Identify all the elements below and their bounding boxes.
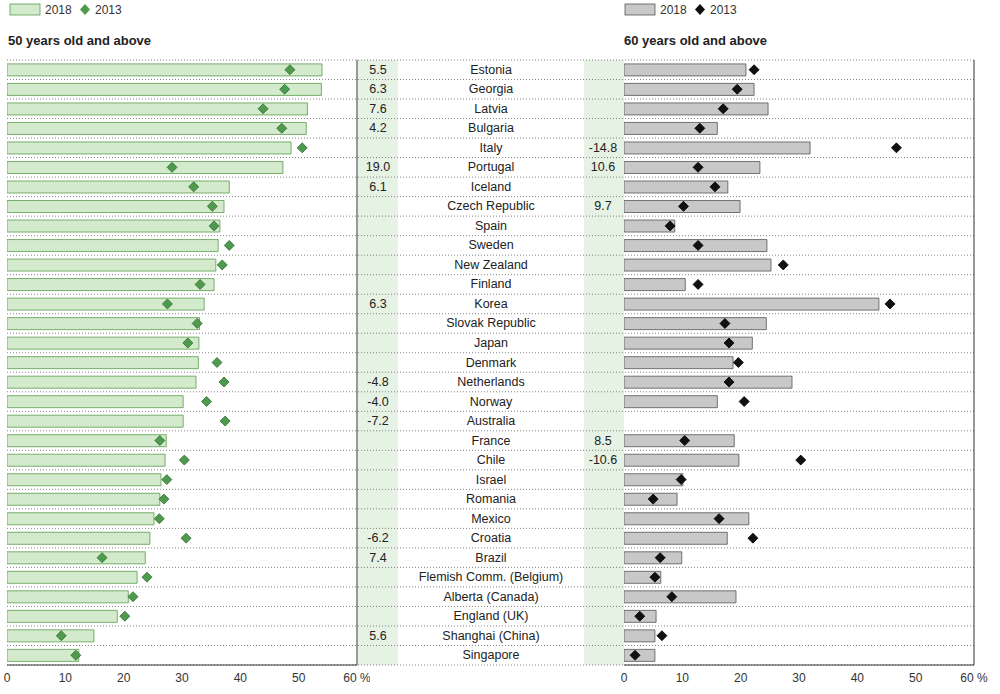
svg-text:Shanghai (China): Shanghai (China) [442,629,539,643]
svg-text:19.0: 19.0 [366,160,390,174]
svg-text:New Zealand: New Zealand [454,258,528,272]
svg-text:Japan: Japan [474,336,508,350]
svg-text:Flemish Comm. (Belgium): Flemish Comm. (Belgium) [419,570,563,584]
svg-text:Korea: Korea [474,297,507,311]
svg-text:Denmark: Denmark [466,356,517,370]
svg-text:6.1: 6.1 [369,180,386,194]
svg-text:2013: 2013 [95,3,122,17]
svg-text:10.6: 10.6 [591,160,615,174]
svg-text:Israel: Israel [476,473,507,487]
svg-text:Singapore: Singapore [463,648,520,662]
svg-text:Bulgaria: Bulgaria [468,121,514,135]
svg-text:2013: 2013 [710,3,737,17]
svg-text:-4.0: -4.0 [367,395,389,409]
svg-text:Romania: Romania [466,492,516,506]
svg-text:Norway: Norway [470,395,513,409]
svg-text:England (UK): England (UK) [453,609,528,623]
svg-text:2018: 2018 [45,3,72,17]
svg-text:-7.2: -7.2 [367,414,389,428]
svg-text:Georgia: Georgia [469,82,514,96]
svg-text:Netherlands: Netherlands [457,375,524,389]
svg-text:20: 20 [734,671,748,685]
svg-text:9.7: 9.7 [594,199,611,213]
svg-text:Croatia: Croatia [471,531,511,545]
svg-text:4.2: 4.2 [369,121,386,135]
svg-text:6.3: 6.3 [369,82,386,96]
svg-text:Spain: Spain [475,219,507,233]
svg-text:50: 50 [292,671,306,685]
svg-text:Australia: Australia [467,414,516,428]
svg-text:60 %: 60 % [960,671,988,685]
svg-text:-6.2: -6.2 [367,531,389,545]
svg-text:6.3: 6.3 [369,297,386,311]
svg-text:-14.8: -14.8 [589,141,618,155]
svg-text:30: 30 [792,671,806,685]
svg-text:5.5: 5.5 [369,63,386,77]
svg-text:Chile: Chile [477,453,506,467]
svg-text:Czech Republic: Czech Republic [447,199,535,213]
svg-text:30: 30 [175,671,189,685]
svg-text:2018: 2018 [660,3,687,17]
svg-text:-4.8: -4.8 [367,375,389,389]
svg-text:Italy: Italy [480,141,504,155]
svg-text:20: 20 [117,671,131,685]
svg-text:60 %: 60 % [343,671,370,685]
svg-text:60 years old and above: 60 years old and above [624,33,767,48]
svg-text:50 years old and above: 50 years old and above [8,33,151,48]
svg-text:40: 40 [851,671,865,685]
svg-text:Finland: Finland [471,277,512,291]
svg-text:10: 10 [676,671,690,685]
svg-text:Portugal: Portugal [468,160,515,174]
svg-text:-10.6: -10.6 [589,453,618,467]
svg-text:0: 0 [621,671,628,685]
svg-text:7.6: 7.6 [369,102,386,116]
svg-text:Mexico: Mexico [471,512,511,526]
svg-text:50: 50 [909,671,923,685]
svg-text:Estonia: Estonia [470,63,512,77]
svg-text:Slovak Republic: Slovak Republic [446,316,536,330]
svg-text:Sweden: Sweden [468,238,513,252]
svg-text:7.4: 7.4 [369,551,386,565]
svg-text:Alberta (Canada): Alberta (Canada) [443,590,538,604]
svg-text:Iceland: Iceland [471,180,511,194]
svg-text:40: 40 [234,671,248,685]
svg-text:8.5: 8.5 [594,434,611,448]
svg-text:Latvia: Latvia [474,102,507,116]
svg-text:0: 0 [8,671,11,685]
svg-text:Brazil: Brazil [475,551,506,565]
svg-text:France: France [472,434,511,448]
svg-text:5.6: 5.6 [369,629,386,643]
svg-text:10: 10 [59,671,73,685]
